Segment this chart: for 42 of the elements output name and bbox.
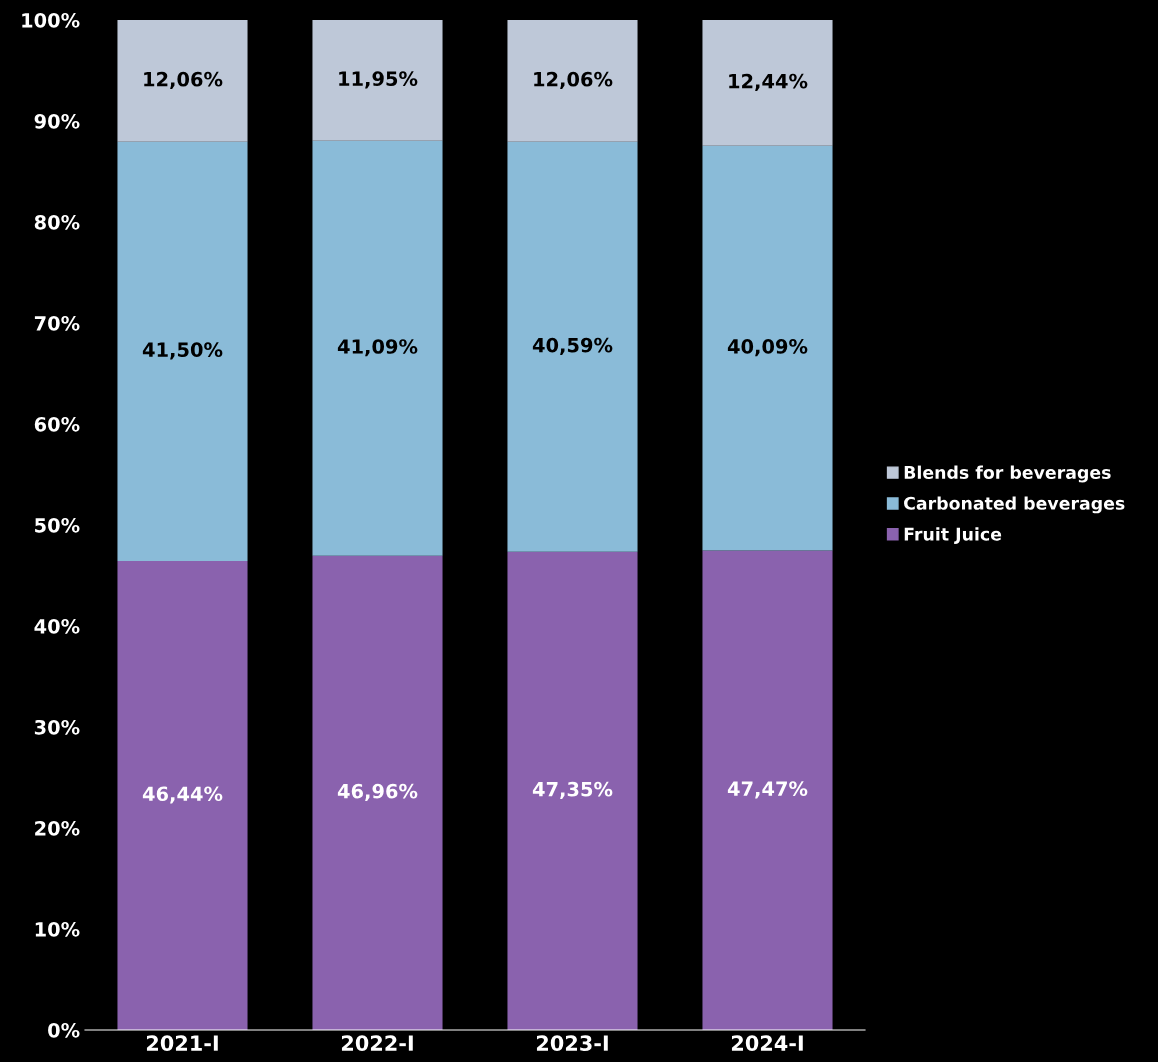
data-label: 46,44% <box>142 786 223 804</box>
y-tick-label: 40% <box>34 618 80 634</box>
bar <box>702 550 833 1030</box>
bar <box>312 140 443 556</box>
bar <box>117 560 248 1030</box>
x-tick-label: 2023-I <box>536 1035 608 1051</box>
y-tick-label: 70% <box>34 315 80 331</box>
bar <box>507 20 638 142</box>
data-label: 12,06% <box>144 71 223 90</box>
y-tick-label: 20% <box>35 820 80 836</box>
y-tick-label: 0% <box>48 1022 80 1038</box>
bar <box>702 20 833 146</box>
y-tick-label: 30% <box>34 719 80 735</box>
y-tick-label: 80% <box>34 214 80 230</box>
bar <box>507 141 638 552</box>
x-tick-label: 2024-I <box>731 1035 803 1051</box>
data-label: 12,06% <box>534 71 613 90</box>
bar <box>117 20 248 142</box>
y-tick-label: 10% <box>35 921 80 937</box>
data-label: 11,95% <box>339 71 418 89</box>
bar <box>507 551 638 1030</box>
data-label: 41,09% <box>337 339 418 357</box>
legend-label: Fruit Juice <box>904 527 1002 544</box>
data-label: 47,35% <box>532 781 613 800</box>
bar <box>312 555 443 1030</box>
bar <box>702 145 833 551</box>
y-tick-label: 100% <box>22 12 80 28</box>
data-label: 46,96% <box>337 783 418 801</box>
bar <box>312 20 443 141</box>
data-label: 40,59% <box>532 337 613 355</box>
data-label: 41,50% <box>142 342 223 360</box>
data-label: 47,47% <box>727 781 808 799</box>
y-tick-label: 50% <box>35 517 80 533</box>
y-tick-label: 90% <box>34 113 80 129</box>
data-label: 40,09% <box>727 339 808 357</box>
legend-label: Carbonated beverages <box>904 496 1125 514</box>
data-label: 12,44% <box>729 73 808 91</box>
x-tick-label: 2022-I <box>341 1035 413 1051</box>
legend-label: Blends for beverages <box>904 465 1111 483</box>
x-tick-label: 2021-I <box>146 1035 218 1051</box>
y-tick-label: 60% <box>34 416 80 432</box>
bar <box>117 141 248 561</box>
